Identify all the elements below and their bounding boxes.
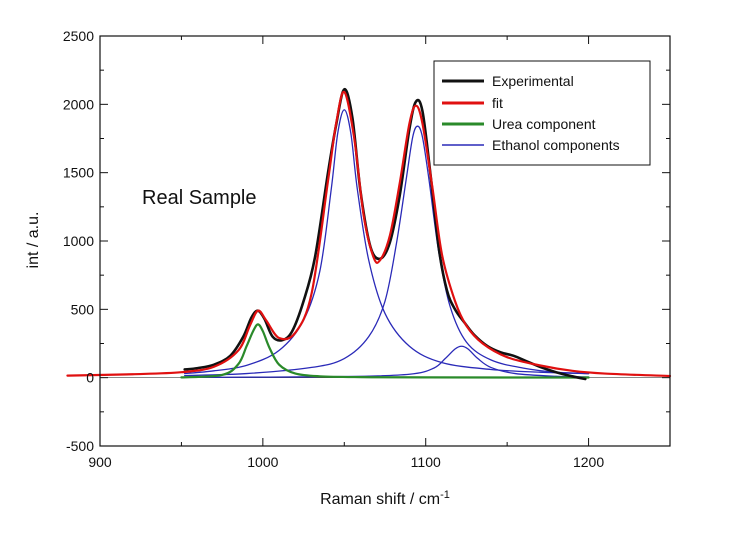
x-tick-label: 1200	[573, 454, 604, 470]
y-tick-label: 2500	[63, 28, 94, 44]
legend-box	[433, 60, 651, 166]
y-tick-label: 1500	[63, 165, 94, 181]
annotation-text: Real Sample	[142, 187, 257, 209]
y-tick-label: 2000	[63, 96, 94, 112]
series-line-urea	[180, 323, 590, 379]
x-tick-label: 900	[88, 454, 112, 470]
legend-label-experimental: Experimental	[492, 73, 574, 89]
series-line-ethanol-3	[184, 345, 590, 379]
legend-label-ethanol: Ethanol components	[492, 137, 620, 153]
x-axis-label-main: Raman shift / cm	[320, 491, 440, 508]
x-tick-label: 1000	[247, 454, 278, 470]
y-axis-label: int / a.u.	[25, 212, 42, 269]
legend-label-urea: Urea component	[492, 116, 596, 132]
x-axis-label: Raman shift / cm-1	[320, 489, 450, 508]
series-line-fit	[66, 90, 672, 378]
plot-content	[66, 88, 672, 381]
y-tick-label: 1000	[63, 233, 94, 249]
legend-label-fit: fit	[492, 95, 503, 111]
y-tick-label: 500	[71, 301, 95, 317]
legend: Experimental fit Urea component Ethanol …	[433, 60, 651, 166]
series-line-ethanol-2	[184, 125, 590, 377]
x-tick-label: 1100	[411, 454, 441, 470]
series-line-ethanol-1	[184, 109, 590, 375]
axes: 900 1000 1100 1200 -500 0 500 1000 1500 2000 2500	[63, 28, 671, 470]
x-axis-label-superscript: -1	[440, 489, 450, 501]
y-tick-label: 0	[86, 370, 94, 386]
y-tick-label: -500	[66, 438, 94, 454]
